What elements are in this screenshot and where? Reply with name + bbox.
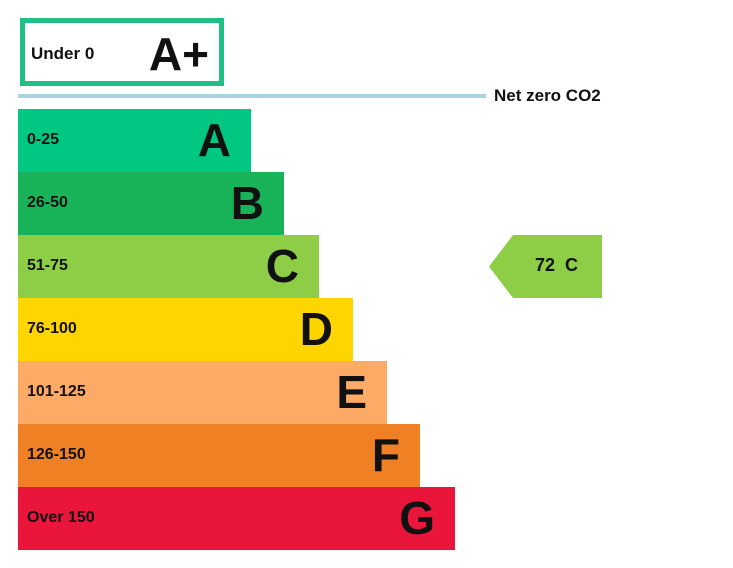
band-range: 76-100 [27,320,77,337]
band-letter: B [230,177,264,229]
band-letter: F [371,429,400,481]
arrow-shape [489,235,602,298]
band-range: Under 0 [31,44,95,63]
band-g: Over 150 G [18,487,455,550]
net-zero-label: Net zero CO2 [494,86,601,105]
band-letter: A [197,114,231,166]
band-a-plus: Under 0 A+ [20,18,224,86]
band-range: Over 150 [27,509,95,526]
band-letter: C [265,240,299,292]
band-range: 51-75 [27,257,68,274]
band-letter: D [299,303,333,355]
band-f: 126-150 F [18,424,420,487]
net-zero-line [18,94,486,98]
current-rating-label: 72 C [535,255,579,275]
band-letter: A+ [148,28,209,80]
band-d: 76-100 D [18,298,353,361]
band-letter: E [336,366,367,418]
band-a: 0-25 A [18,109,251,172]
band-range: 126-150 [27,446,86,463]
band-e: 101-125 E [18,361,387,424]
current-rating-arrow: 72 C [489,235,602,298]
band-letter: G [399,492,435,544]
band-range: 101-125 [27,383,86,400]
band-range: 0-25 [27,131,60,148]
band-c: 51-75 C [18,235,319,298]
band-b: 26-50 B [18,172,284,235]
band-range: 26-50 [27,194,68,211]
